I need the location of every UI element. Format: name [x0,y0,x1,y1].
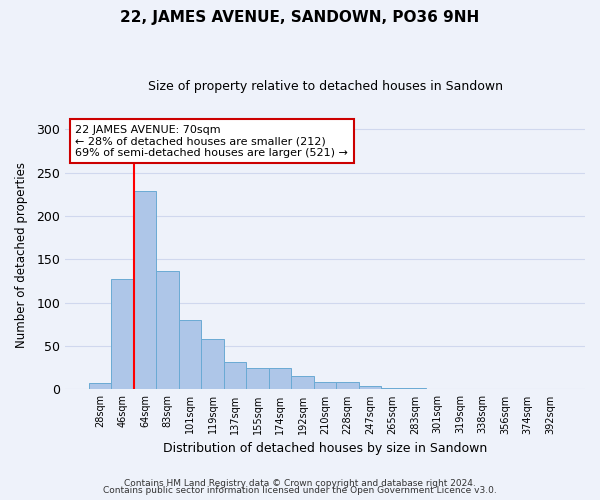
Bar [179,320,201,390]
Bar [472,388,494,390]
Bar [336,382,359,390]
Bar [427,388,449,390]
Bar [89,384,111,390]
Bar [134,191,156,390]
Text: Contains public sector information licensed under the Open Government Licence v3: Contains public sector information licen… [103,486,497,495]
Bar [291,376,314,390]
Text: Contains HM Land Registry data © Crown copyright and database right 2024.: Contains HM Land Registry data © Crown c… [124,478,476,488]
Bar [156,270,179,390]
Bar [246,368,269,390]
Bar [359,386,382,390]
Title: Size of property relative to detached houses in Sandown: Size of property relative to detached ho… [148,80,503,93]
Text: 22, JAMES AVENUE, SANDOWN, PO36 9NH: 22, JAMES AVENUE, SANDOWN, PO36 9NH [121,10,479,25]
Text: 22 JAMES AVENUE: 70sqm
← 28% of detached houses are smaller (212)
69% of semi-de: 22 JAMES AVENUE: 70sqm ← 28% of detached… [76,124,349,158]
Y-axis label: Number of detached properties: Number of detached properties [15,162,28,348]
X-axis label: Distribution of detached houses by size in Sandown: Distribution of detached houses by size … [163,442,487,455]
Bar [539,388,562,390]
Bar [111,280,134,390]
Bar [314,382,336,390]
Bar [224,362,246,390]
Bar [382,388,404,390]
Bar [201,339,224,390]
Bar [404,388,427,390]
Bar [269,368,291,390]
